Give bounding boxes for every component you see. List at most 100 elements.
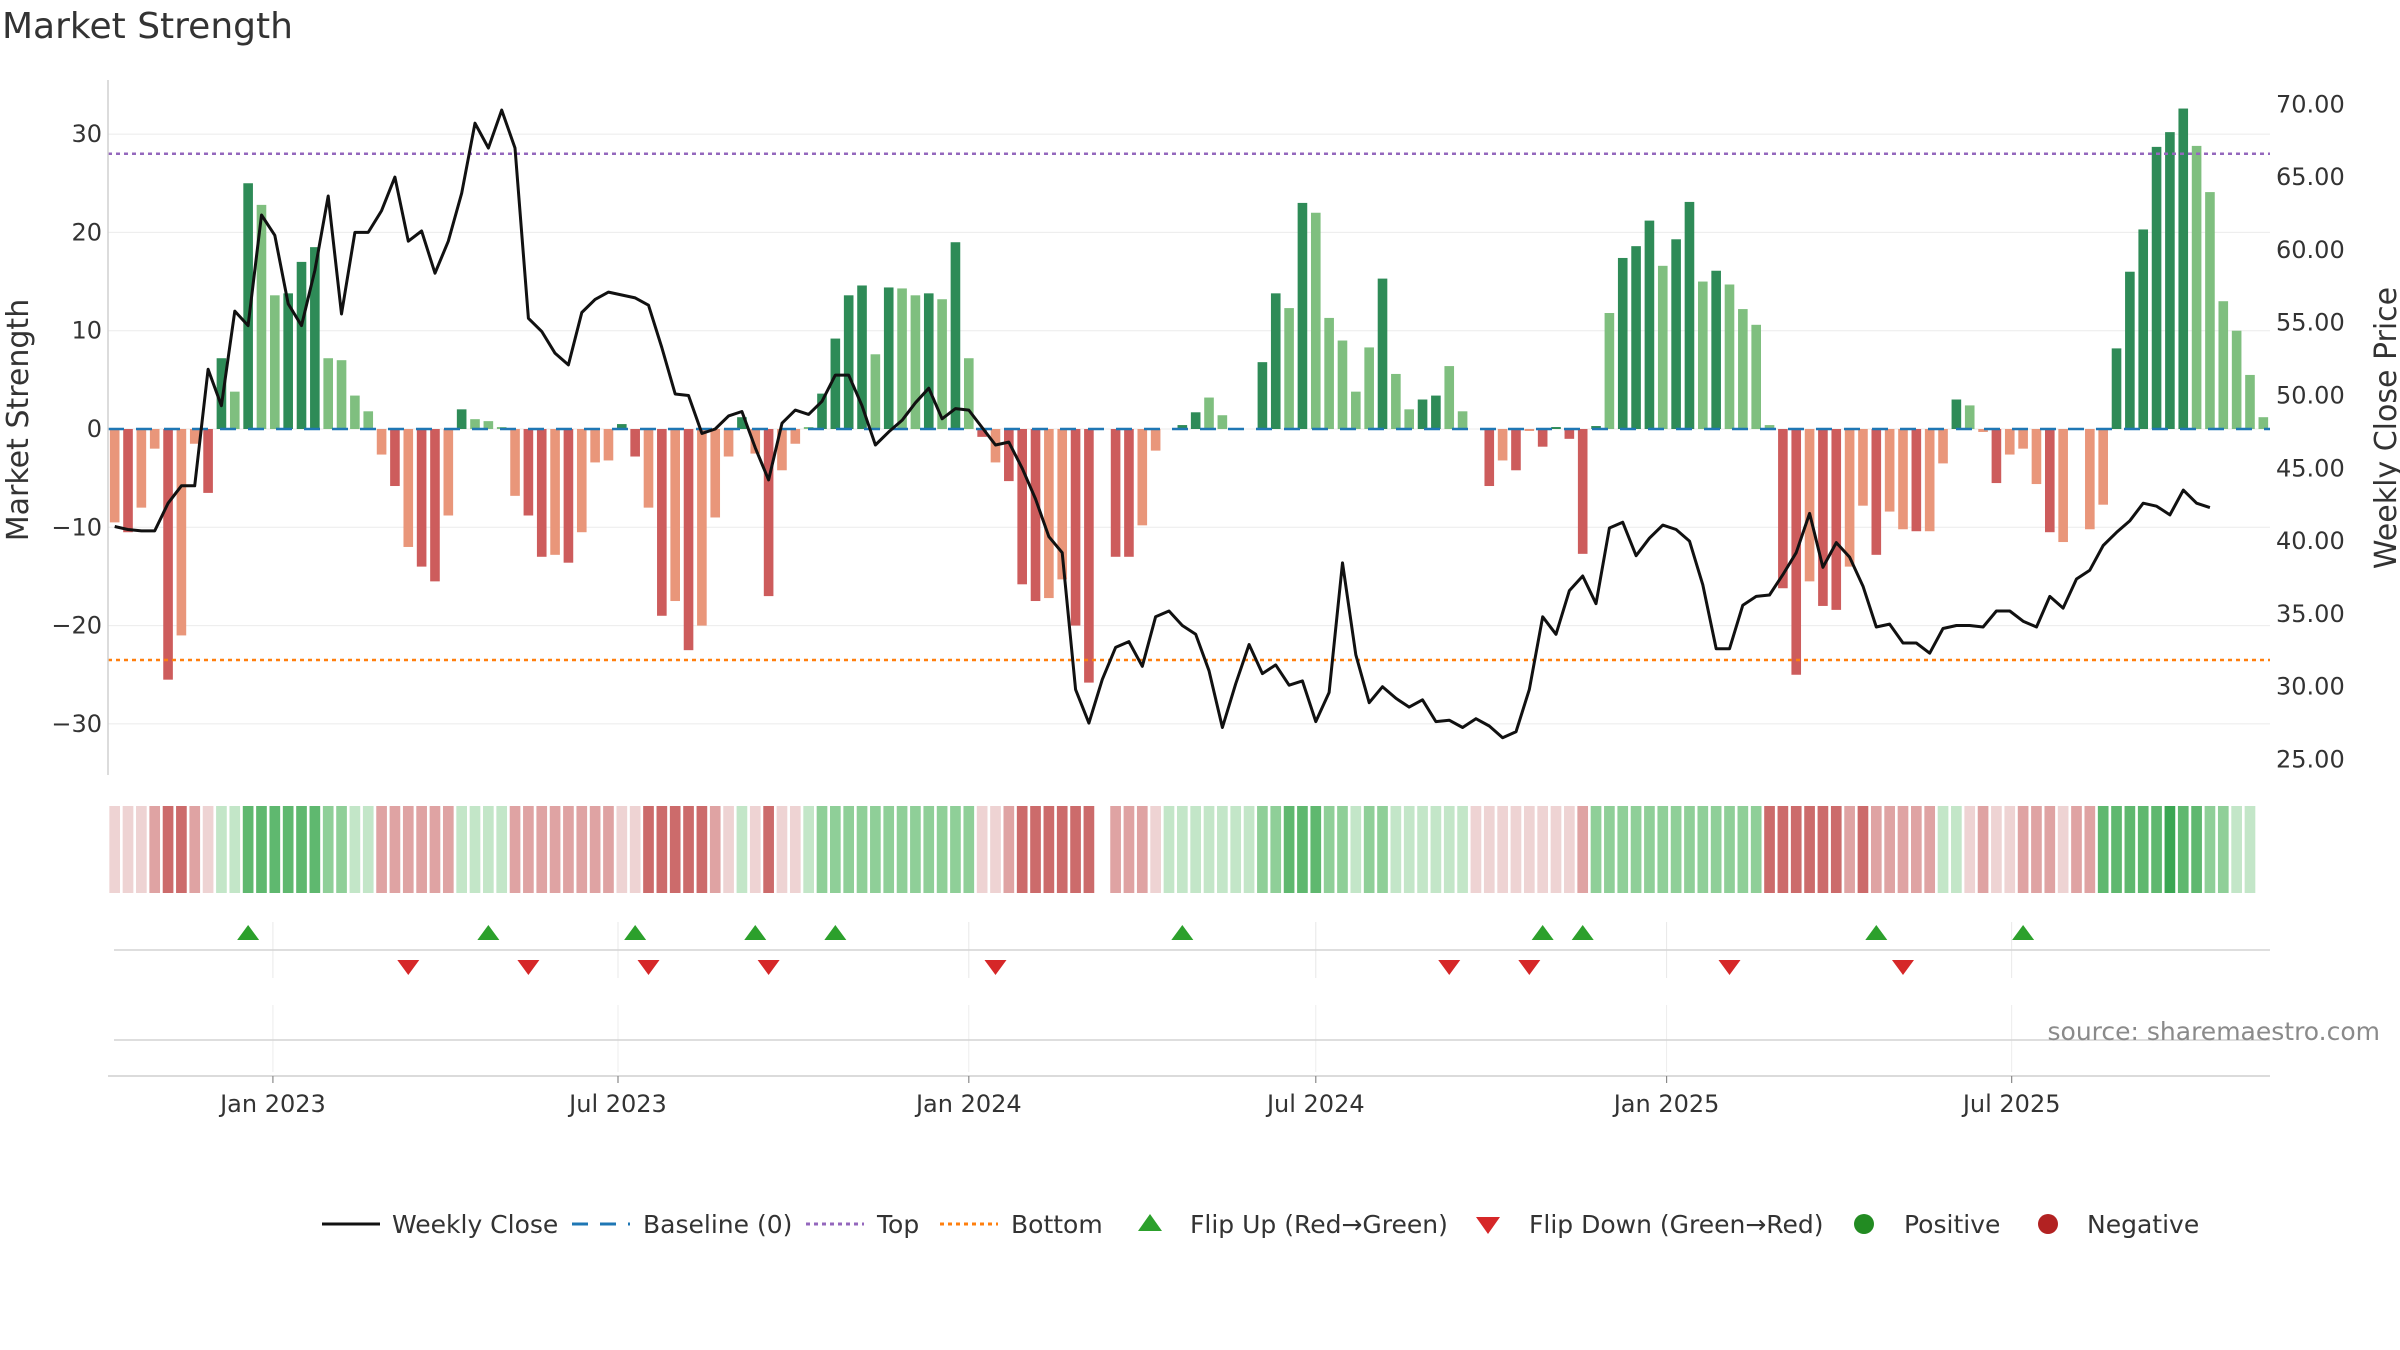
heat-cell bbox=[1737, 806, 1749, 893]
grid-layer bbox=[108, 133, 2270, 1072]
heat-cell bbox=[2244, 806, 2256, 893]
heat-cell bbox=[296, 806, 307, 893]
heat-cell bbox=[1190, 806, 1202, 893]
strength-bar bbox=[963, 358, 974, 429]
strength-bar bbox=[870, 354, 881, 429]
strength-bar bbox=[603, 429, 614, 461]
strength-bar bbox=[1310, 212, 1321, 429]
strength-bar bbox=[1991, 429, 2002, 484]
heat-cell bbox=[1323, 806, 1335, 893]
strength-bar bbox=[1404, 409, 1415, 429]
strength-bar bbox=[1137, 429, 1148, 526]
heat-cell bbox=[322, 806, 334, 893]
heat-cell bbox=[723, 806, 734, 893]
strength-bar bbox=[1057, 429, 1068, 580]
strength-bar bbox=[1324, 317, 1334, 429]
heat-cell bbox=[509, 806, 521, 893]
heat-cell bbox=[669, 806, 681, 893]
heat-cell bbox=[2164, 806, 2176, 893]
strength-bar bbox=[1004, 429, 1014, 482]
heat-cell bbox=[1350, 806, 1362, 893]
heat-cell bbox=[1310, 806, 1322, 893]
y-tick-right: 30.00 bbox=[2276, 673, 2345, 701]
strength-bar bbox=[817, 393, 827, 429]
heat-cell bbox=[162, 806, 174, 893]
heat-cell bbox=[2111, 806, 2122, 893]
heat-cell bbox=[256, 806, 267, 893]
y-tick-left: 30 bbox=[71, 120, 102, 148]
heat-cell bbox=[2031, 806, 2042, 893]
heat-cell bbox=[1203, 806, 1215, 893]
x-tick-label: Jan 2025 bbox=[1612, 1090, 1720, 1118]
strength-bar bbox=[1204, 397, 1214, 429]
strength-bar bbox=[270, 295, 280, 429]
heat-cell bbox=[1884, 806, 1895, 893]
x-tick-label: Jul 2024 bbox=[1265, 1090, 1365, 1118]
heat-cell bbox=[789, 806, 801, 893]
strength-bar bbox=[203, 429, 213, 493]
y-tick-left: −30 bbox=[51, 710, 102, 738]
strength-bar bbox=[1884, 429, 1895, 512]
strength-bar bbox=[683, 429, 694, 651]
strength-bar bbox=[1497, 429, 1508, 461]
heat-cell bbox=[1270, 806, 1282, 893]
heat-cell bbox=[469, 806, 481, 893]
heat-cell bbox=[109, 806, 121, 893]
strength-bar bbox=[2138, 229, 2149, 429]
heat-cell bbox=[1817, 806, 1829, 893]
strength-bar bbox=[643, 429, 654, 508]
heat-cell bbox=[2057, 806, 2069, 893]
strength-bar bbox=[2218, 301, 2229, 429]
strength-bar bbox=[1124, 429, 1134, 557]
strength-bar bbox=[189, 429, 200, 444]
heat-cell bbox=[549, 806, 561, 893]
strength-bar bbox=[310, 247, 320, 429]
strength-bar bbox=[1270, 293, 1281, 429]
heat-cell bbox=[1724, 806, 1735, 893]
x-tick-label: Jan 2024 bbox=[914, 1090, 1022, 1118]
x-tick-label: Jul 2025 bbox=[1961, 1090, 2061, 1118]
heat-cell bbox=[1804, 806, 1815, 893]
y-tick-right: 65.00 bbox=[2276, 163, 2345, 191]
heat-cell bbox=[1537, 806, 1548, 893]
strength-bar bbox=[523, 429, 534, 516]
strength-bar bbox=[403, 429, 414, 547]
flip-up-marker bbox=[744, 925, 767, 940]
heat-cell bbox=[1750, 806, 1762, 893]
heat-cell bbox=[309, 806, 321, 893]
heat-cell bbox=[1430, 806, 1442, 893]
strength-bar bbox=[2258, 417, 2269, 429]
legend-swatch bbox=[1476, 1217, 1500, 1234]
strength-bar bbox=[750, 429, 761, 454]
strength-bar bbox=[843, 295, 854, 429]
strength-bar bbox=[670, 429, 680, 602]
heat-cell bbox=[1283, 806, 1295, 893]
flip-up-marker bbox=[1571, 925, 1594, 940]
strength-bar bbox=[2058, 429, 2068, 543]
heat-cell bbox=[1924, 806, 1936, 893]
strength-bar bbox=[510, 429, 520, 496]
heat-cell bbox=[1870, 806, 1882, 893]
heat-cell bbox=[776, 806, 788, 893]
heat-cell bbox=[1710, 806, 1722, 893]
strength-bar bbox=[1084, 429, 1094, 683]
flip-up-marker bbox=[824, 925, 847, 940]
flip-up-marker bbox=[1865, 925, 1888, 940]
strength-bar bbox=[1537, 429, 1548, 447]
heat-cell bbox=[1150, 806, 1161, 893]
flip-down-marker bbox=[757, 960, 780, 975]
strength-bar bbox=[470, 419, 480, 429]
strength-bar bbox=[2111, 348, 2122, 429]
heat-cell bbox=[336, 806, 347, 893]
heat-cell bbox=[856, 806, 868, 893]
strength-bar bbox=[617, 424, 627, 429]
strength-bar bbox=[710, 429, 721, 518]
heat-cell bbox=[149, 806, 161, 893]
legend-label: Top bbox=[876, 1210, 919, 1239]
heat-cell bbox=[2071, 806, 2082, 893]
strength-bar bbox=[1938, 429, 1948, 464]
heat-cell bbox=[643, 806, 654, 893]
strength-bar bbox=[790, 429, 801, 444]
strength-bar bbox=[123, 429, 133, 533]
